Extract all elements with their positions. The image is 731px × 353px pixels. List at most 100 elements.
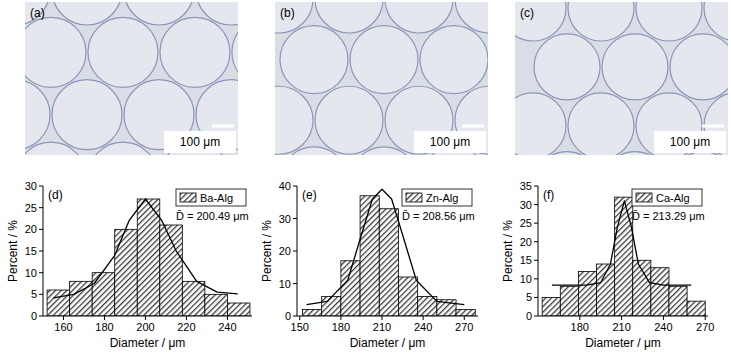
bar (456, 310, 475, 317)
legend: Zn-Alg (402, 189, 472, 206)
bar (227, 303, 250, 316)
x-axis-title: Diameter / μm (350, 336, 426, 350)
panel-label: (e) (302, 188, 317, 202)
y-tick (534, 260, 538, 261)
plot-area (47, 199, 250, 316)
scale-bar (212, 125, 234, 128)
bar (615, 197, 633, 316)
y-tick-label: 10 (279, 278, 291, 290)
x-tick-label: 240 (654, 321, 672, 333)
y-tick-label: 5 (31, 288, 37, 300)
x-tick-label: 180 (95, 321, 113, 333)
panel-label: (a) (30, 6, 45, 20)
bead (350, 26, 418, 94)
bead (420, 26, 488, 94)
micrograph (25, 2, 238, 155)
panel-label: (d) (48, 188, 63, 202)
y-tick-label: 30 (25, 180, 37, 192)
x-axis (297, 316, 478, 317)
x-axis-title: Diameter / μm (110, 336, 186, 350)
y-tick-label: 25 (25, 202, 37, 214)
scale-bar (702, 125, 724, 128)
x-tick-label: 180 (571, 321, 589, 333)
bar (687, 301, 705, 316)
bead (350, 147, 418, 155)
x-tick (382, 316, 383, 320)
y-tick (293, 316, 297, 317)
x-axis (538, 316, 708, 317)
y-axis-title: Percent / % (501, 220, 515, 282)
y-tick-label: 10 (25, 267, 37, 279)
chart: 010203040150180210240270Diameter / μmPer… (260, 180, 478, 350)
x-tick (145, 316, 146, 320)
legend-box (176, 189, 246, 206)
y-tick (39, 294, 43, 295)
y-tick (534, 186, 538, 187)
bead (280, 26, 348, 94)
bar (542, 297, 560, 316)
y-tick (534, 241, 538, 242)
scale-label: 100 μm (670, 135, 710, 149)
bead (515, 93, 566, 155)
y-tick-label: 20 (279, 245, 291, 257)
bar (597, 264, 615, 316)
legend: Ba-Alg (176, 189, 246, 206)
x-tick (104, 316, 105, 320)
y-tick-label: 25 (520, 217, 532, 229)
bead (25, 17, 86, 87)
y-tick-label: 35 (520, 180, 532, 192)
x-tick (340, 316, 341, 320)
chart: 051015202530160180200220240Diameter / μm… (6, 180, 252, 350)
bar (137, 199, 160, 316)
y-tick-label: 5 (526, 291, 532, 303)
micrograph (515, 2, 728, 155)
legend: Ca-Alg (632, 189, 702, 206)
figure: (a)100 μm(b)100 μm(c)100 μm0510152025301… (0, 0, 731, 353)
bar (418, 297, 437, 317)
y-tick (534, 297, 538, 298)
bead (315, 86, 383, 154)
panel-label: (c) (520, 6, 534, 20)
x-tick-label: 210 (612, 321, 630, 333)
y-tick-label: 20 (25, 223, 37, 235)
panel-label: (b) (280, 6, 295, 20)
bead (88, 142, 158, 155)
y-axis-title: Percent / % (260, 220, 274, 282)
x-tick (705, 316, 706, 320)
y-axis-title: Percent / % (6, 220, 20, 282)
legend-label: Ba-Alg (200, 192, 233, 204)
y-tick-label: 30 (520, 199, 532, 211)
fit-line (307, 189, 465, 304)
legend-label: Zn-Alg (426, 192, 458, 204)
x-tick (299, 316, 300, 320)
annotation: D̄ = 213.29 μm (632, 210, 705, 222)
x-tick-label: 210 (373, 321, 391, 333)
scale-bar (462, 125, 484, 128)
bead (88, 17, 158, 87)
bead (534, 34, 600, 100)
x-tick (464, 316, 465, 320)
scale-label: 100 μm (430, 135, 470, 149)
bar (578, 271, 596, 316)
bar (398, 277, 417, 316)
bar (560, 286, 578, 316)
x-tick (186, 316, 187, 320)
y-tick (293, 283, 297, 284)
bar (669, 286, 687, 316)
x-axis (43, 316, 252, 317)
chart: 05101520253035180210240270Diameter / μmP… (501, 180, 714, 350)
x-tick (663, 316, 664, 320)
y-tick (39, 272, 43, 273)
y-tick-label: 0 (526, 310, 532, 322)
bead (25, 142, 86, 155)
legend-box (402, 189, 472, 206)
annotation: D̄ = 208.56 μm (402, 210, 475, 222)
y-tick-label: 15 (520, 254, 532, 266)
y-tick-label: 0 (31, 310, 37, 322)
y-tick (39, 251, 43, 252)
bead (232, 17, 238, 87)
x-tick-label: 180 (332, 321, 350, 333)
bead (670, 34, 728, 100)
y-tick (534, 204, 538, 205)
y-tick-label: 10 (520, 273, 532, 285)
